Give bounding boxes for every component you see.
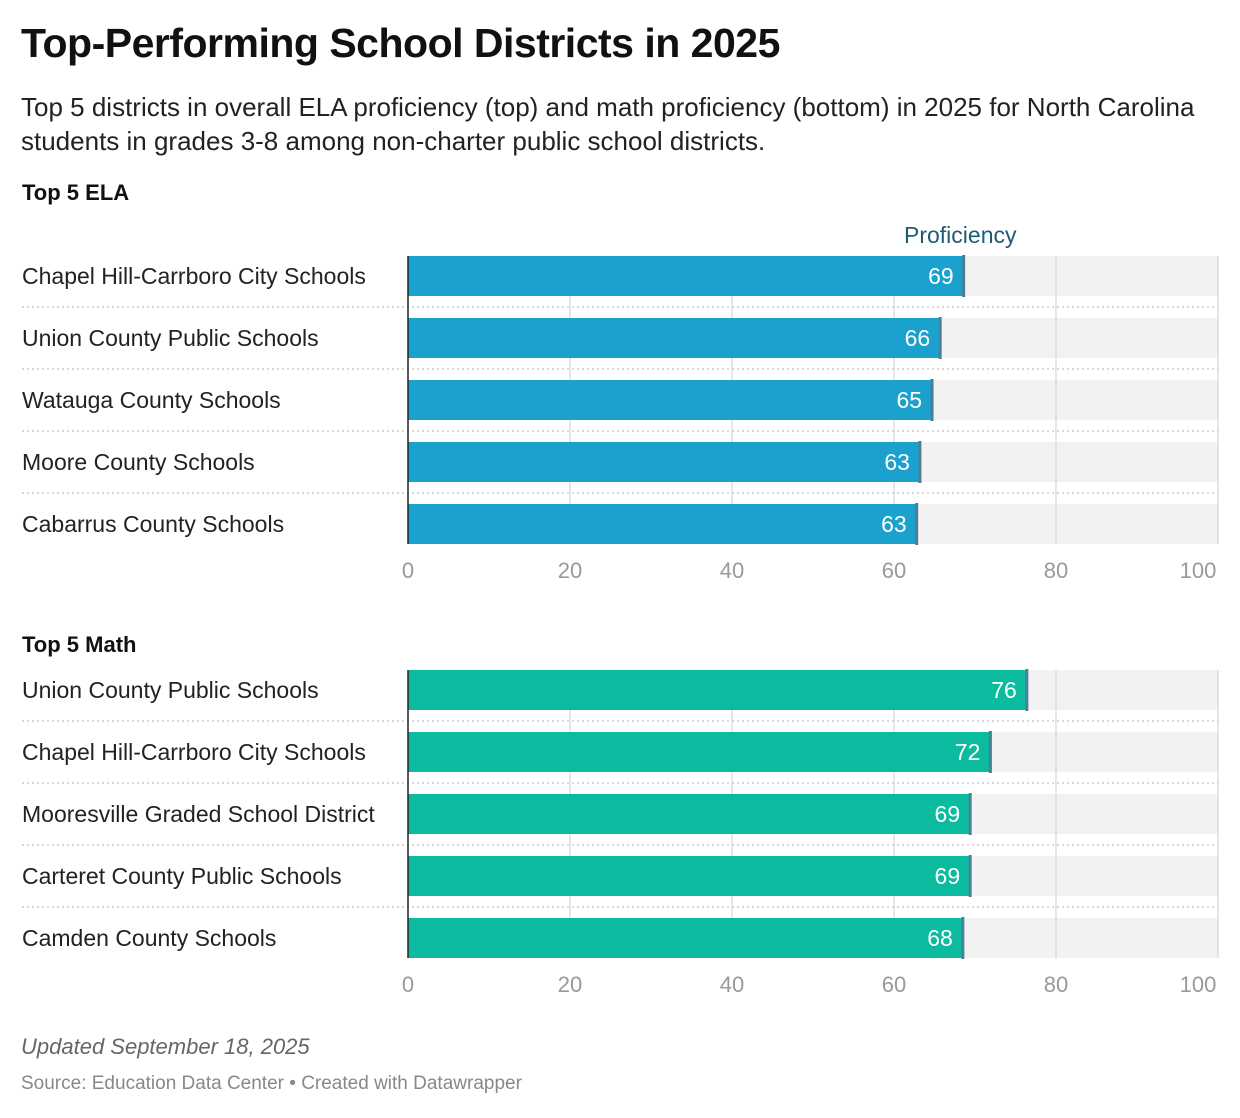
chart-title: Top-Performing School Districts in 2025	[21, 20, 780, 66]
x-tick-label: 80	[1044, 558, 1068, 583]
category-label: Mooresville Graded School District	[22, 801, 375, 827]
bar	[408, 794, 971, 834]
bar	[408, 256, 964, 296]
bar-end-marker	[915, 503, 919, 545]
value-label: 63	[881, 511, 907, 537]
bar-end-marker	[1025, 669, 1029, 711]
value-label: 69	[935, 801, 961, 827]
bar-end-marker	[930, 379, 934, 421]
x-tick-label: 0	[402, 972, 414, 997]
bar-end-marker	[962, 255, 966, 297]
value-label: 72	[955, 739, 981, 765]
value-label: 68	[927, 925, 953, 951]
bar	[408, 670, 1027, 710]
value-label: 76	[991, 677, 1017, 703]
bar-end-marker	[918, 441, 922, 483]
value-label: 66	[905, 325, 931, 351]
category-label: Union County Public Schools	[22, 325, 319, 351]
ela-axis-title: Proficiency	[904, 222, 1017, 248]
x-tick-label: 40	[720, 558, 744, 583]
bar-end-marker	[988, 731, 992, 773]
bar-end-marker	[961, 917, 965, 959]
category-label: Union County Public Schools	[22, 677, 319, 703]
bar-end-marker	[968, 793, 972, 835]
x-tick-label: 20	[558, 558, 582, 583]
math-section-title: Top 5 Math	[22, 632, 137, 657]
value-label: 65	[896, 387, 922, 413]
x-tick-label: 60	[882, 558, 906, 583]
bar	[408, 732, 991, 772]
category-label: Moore County Schools	[22, 449, 255, 475]
notes: Updated September 18, 2025	[21, 1034, 310, 1059]
value-label: 69	[935, 863, 961, 889]
category-label: Cabarrus County Schools	[22, 511, 284, 537]
bar	[408, 504, 917, 544]
bar	[408, 380, 933, 420]
bar	[408, 318, 941, 358]
x-tick-label: 100	[1180, 972, 1217, 997]
category-label: Watauga County Schools	[22, 387, 281, 413]
x-tick-label: 20	[558, 972, 582, 997]
chart-subtitle: Top 5 districts in overall ELA proficien…	[21, 92, 1195, 156]
bar-end-marker	[938, 317, 942, 359]
category-label: Chapel Hill-Carrboro City Schools	[22, 739, 366, 765]
x-tick-label: 100	[1180, 558, 1217, 583]
category-label: Camden County Schools	[22, 925, 276, 951]
x-tick-label: 40	[720, 972, 744, 997]
value-label: 63	[884, 449, 910, 475]
bar	[408, 442, 920, 482]
x-tick-label: 0	[402, 558, 414, 583]
bar	[408, 856, 971, 896]
ela-section-title: Top 5 ELA	[22, 180, 130, 205]
bar-end-marker	[968, 855, 972, 897]
source: Source: Education Data Center • Created …	[21, 1073, 522, 1094]
category-label: Carteret County Public Schools	[22, 863, 342, 889]
x-tick-label: 80	[1044, 972, 1068, 997]
value-label: 69	[928, 263, 954, 289]
category-label: Chapel Hill-Carrboro City Schools	[22, 263, 366, 289]
x-tick-label: 60	[882, 972, 906, 997]
bar	[408, 918, 963, 958]
